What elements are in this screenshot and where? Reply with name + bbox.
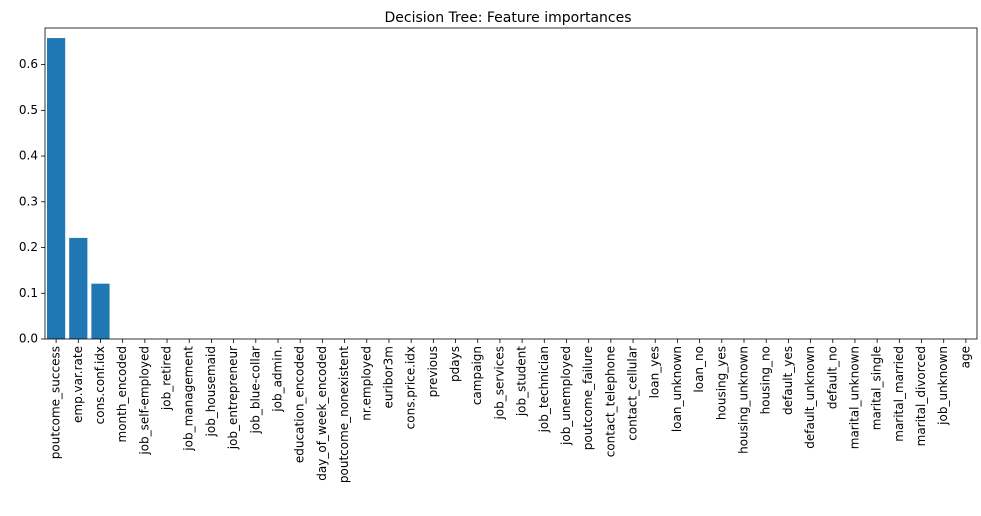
bars-group [46,38,110,339]
x-tick-label: nr.employed [359,346,373,421]
x-tick-label: loan_unknown [670,346,684,432]
x-tick-label: marital_married [892,346,906,442]
x-tick-label: contact_telephone [603,346,617,457]
x-tick-label: euribor3m [381,346,395,408]
x-tick-label: contact_cellular [626,346,640,441]
y-tick-label: 0.4 [19,149,38,163]
x-tick-label: poutcome_failure [581,346,595,450]
y-tick-label: 0.1 [19,286,38,300]
x-tick-label: marital_single [870,346,884,430]
y-axis: 0.0 0.1 0.2 0.3 0.4 0.5 0.6 [19,57,45,346]
y-tick-label: 0.6 [19,57,38,71]
x-tick-label: loan_no [692,346,706,393]
x-tick-label: job_technician [537,346,551,433]
x-tick-label: housing_yes [714,346,728,420]
x-tick-label: marital_unknown [847,346,861,449]
bar-emp.var.rate [69,237,88,339]
x-tick-label: job_self-employed [137,346,151,456]
y-tick-label: 0.0 [19,332,38,346]
x-tick-label: poutcome_nonexistent [337,346,351,483]
x-tick-label: previous [426,346,440,397]
x-tick-label: job_management [182,346,196,452]
x-tick-label: emp.var.rate [71,346,85,423]
x-tick-label: housing_unknown [737,346,751,454]
x-tick-label: cons.price.idx [404,346,418,429]
x-tick-label: job_admin. [271,346,285,413]
x-tick-label: job_blue-collar [248,346,262,435]
x-tick-label: job_retired [160,346,174,411]
y-tick-label: 0.3 [19,194,38,208]
plot-frame [44,27,978,340]
x-tick-label: job_unknown [936,346,950,426]
x-tick-label: job_unemployed [559,346,573,446]
x-tick-label: job_housemaid [204,346,218,437]
x-tick-label: default_yes [781,346,795,415]
chart-title: Decision Tree: Feature importances [384,10,631,26]
bar-cons.conf.idx [91,283,110,339]
bar-poutcome_success [46,38,66,339]
x-tick-label: education_encoded [293,346,307,463]
x-tick-label: age [958,346,972,368]
x-tick-label: job_entrepreneur [226,346,240,450]
x-tick-label: loan_yes [648,346,662,398]
x-tick-label: campaign [470,346,484,405]
x-tick-label: poutcome_success [49,346,63,459]
x-tick-label: job_services [492,346,506,421]
x-tick-label: job_student [515,346,529,417]
x-tick-label: day_of_week_encoded [315,346,329,481]
y-tick-label: 0.5 [19,103,38,117]
x-tick-label: default_unknown [803,346,817,449]
x-tick-label: month_encoded [115,346,129,443]
x-axis: poutcome_success emp.var.rate cons.conf.id… [49,339,972,483]
x-tick-label: cons.conf.idx [93,346,107,424]
x-tick-label: default_no [825,346,839,409]
x-tick-label: pdays [448,346,462,382]
y-tick-label: 0.2 [19,240,38,254]
x-tick-label: housing_no [759,346,773,414]
x-tick-label: marital_divorced [914,346,928,446]
